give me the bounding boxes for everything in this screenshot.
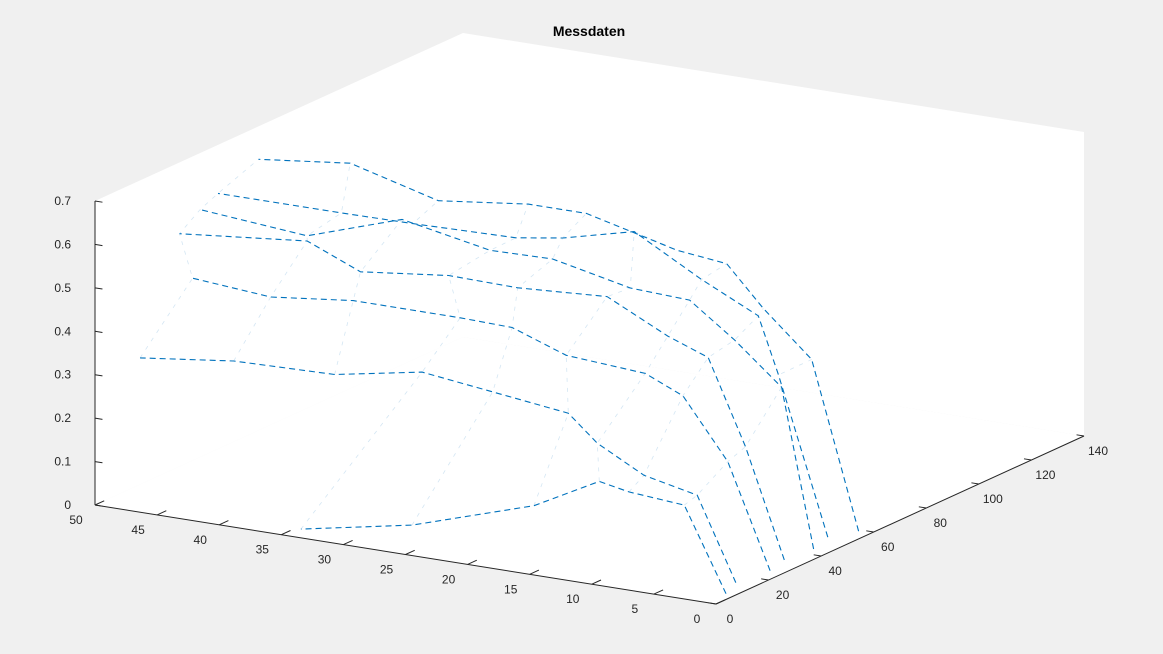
- x-tick-label: 120: [1035, 468, 1055, 482]
- z-tick-label: 0.4: [54, 324, 71, 338]
- series-line-6: [217, 192, 829, 538]
- x-tick-label: 60: [881, 540, 895, 554]
- x-tick: [1023, 458, 1032, 461]
- y-tick: [94, 500, 105, 506]
- back-right-plane: [463, 33, 1084, 436]
- x-tick-label: 80: [934, 516, 948, 530]
- z-tick: [94, 200, 103, 203]
- x-tick: [866, 530, 874, 533]
- z-tick-label: 0.5: [54, 281, 71, 295]
- z-tick-label: 0: [64, 498, 71, 512]
- z-tick-label: 0.2: [54, 411, 71, 425]
- z-tick: [94, 287, 103, 290]
- y-tick-label: 5: [632, 602, 639, 616]
- series-line-3: [192, 277, 771, 571]
- z-tick-label: 0.1: [54, 455, 71, 469]
- x-tick: [761, 578, 769, 581]
- z-tick: [94, 330, 103, 333]
- y-tick: [343, 539, 353, 546]
- axes-background: [95, 33, 1084, 604]
- z-tick: [94, 461, 103, 464]
- series-line-2: [140, 357, 737, 583]
- z-tick-label: 0.3: [54, 368, 71, 382]
- y-tick-label: 25: [380, 563, 394, 577]
- x-tick: [813, 554, 822, 557]
- faint-trace: [233, 163, 351, 362]
- series-line-7: [258, 158, 860, 532]
- x-tick-label: 40: [828, 564, 842, 578]
- z-tick: [94, 504, 103, 507]
- chart-title: Messdaten: [553, 23, 625, 39]
- z-tick: [94, 243, 103, 247]
- y-tick-label: 45: [131, 523, 145, 537]
- x-tick-label: 20: [776, 588, 790, 602]
- series-group: [140, 158, 860, 594]
- z-tick-label: 0.6: [54, 237, 71, 251]
- x-tick-label: 100: [983, 492, 1003, 506]
- faint-trace: [334, 200, 439, 375]
- y-tick-label: 10: [566, 592, 580, 606]
- y-tick: [467, 559, 478, 565]
- x-tick: [1076, 434, 1085, 437]
- y-tick: [529, 569, 540, 575]
- y-tick: [405, 549, 415, 555]
- x-axis-line: [715, 435, 1085, 605]
- back-left-plane: [95, 33, 463, 505]
- y-tick-label: 20: [442, 572, 456, 586]
- y-tick-label: 0: [694, 612, 701, 626]
- y-tick: [218, 520, 229, 526]
- z-tick: [94, 374, 103, 377]
- y-tick-label: 15: [504, 582, 518, 596]
- y-tick: [281, 530, 291, 536]
- x-tick-label: 140: [1088, 444, 1108, 458]
- series-line-5: [199, 209, 815, 550]
- floor-plane: [95, 337, 1084, 604]
- y-tick-label: 35: [256, 543, 270, 557]
- x-tick: [971, 482, 979, 485]
- x-tick-label: 0: [727, 612, 734, 626]
- x-tick: [708, 602, 717, 605]
- y-tick: [156, 510, 167, 516]
- series-line-4: [179, 233, 785, 561]
- z-tick: [94, 417, 103, 420]
- y-tick-label: 40: [194, 533, 208, 547]
- y-tick-label: 30: [318, 553, 332, 567]
- y-tick: [653, 589, 664, 595]
- x-tick: [918, 506, 927, 509]
- y-tick: [591, 579, 602, 585]
- axes: 0204060801001201400510152025303540455000…: [54, 194, 1108, 626]
- z-tick-label: 0.7: [54, 194, 71, 208]
- y-tick: [715, 599, 726, 605]
- faint-trace: [596, 263, 727, 482]
- y-tick-label: 50: [69, 513, 83, 527]
